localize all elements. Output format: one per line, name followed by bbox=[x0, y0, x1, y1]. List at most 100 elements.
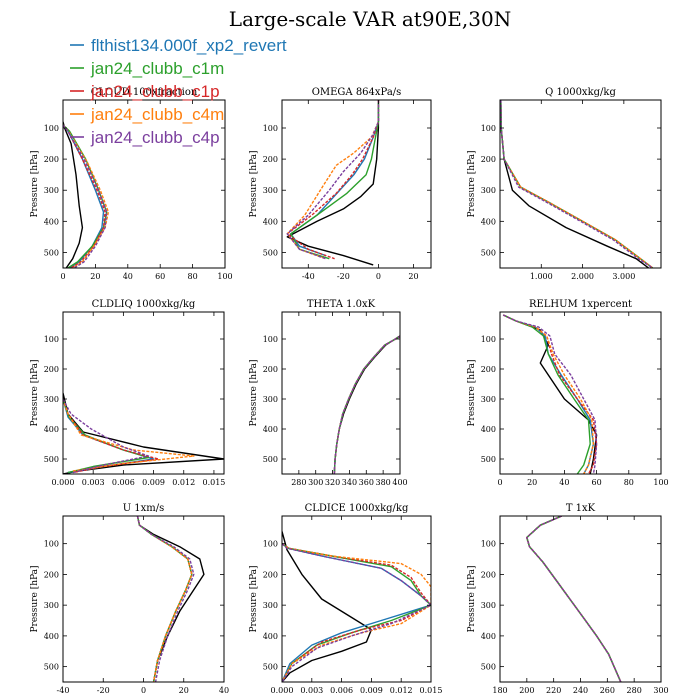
x-tick-label: -40 bbox=[57, 686, 70, 695]
y-tick-label: 400 bbox=[263, 632, 278, 641]
series-line-3 bbox=[286, 100, 380, 260]
series-line-5 bbox=[63, 124, 108, 268]
y-tick-label: 500 bbox=[481, 663, 496, 672]
y-axis-label: Pressure [hPa] bbox=[467, 565, 477, 632]
y-tick-label: 200 bbox=[263, 570, 278, 579]
series-line-5 bbox=[286, 100, 380, 260]
legend-label: jan24_clubb_c1p bbox=[90, 82, 220, 101]
x-tick-label: 0.003 bbox=[300, 686, 323, 695]
x-tick-label: 240 bbox=[573, 686, 588, 695]
series-line-4 bbox=[286, 100, 380, 260]
legend-label: jan24_clubb_c4m bbox=[90, 105, 224, 124]
y-tick-label: 300 bbox=[263, 395, 278, 404]
x-tick-label: 40 bbox=[559, 478, 569, 487]
x-tick-label: 100 bbox=[653, 478, 668, 487]
x-tick-label: 380 bbox=[376, 478, 391, 487]
y-tick-label: 500 bbox=[44, 663, 59, 672]
y-tick-label: 100 bbox=[263, 540, 278, 549]
series-line-4 bbox=[500, 100, 654, 268]
y-tick-label: 100 bbox=[44, 540, 59, 549]
x-tick-label: 0.003 bbox=[82, 478, 105, 487]
series-line-3 bbox=[526, 516, 622, 682]
series-line-5 bbox=[282, 543, 431, 682]
series-line-3 bbox=[63, 398, 160, 474]
x-tick-label: 20 bbox=[527, 478, 537, 487]
y-axis-label: Pressure [hPa] bbox=[249, 150, 259, 217]
x-tick-label: 20 bbox=[179, 686, 189, 695]
series-line-1 bbox=[333, 335, 400, 474]
x-tick-label: 0.006 bbox=[112, 478, 135, 487]
series-line-5 bbox=[63, 398, 150, 474]
panel-2: OMEGA 864xPa/s -40 -20 0 20 100 200 300 400 500 Pr… bbox=[249, 87, 432, 281]
x-tick-label: -20 bbox=[97, 686, 110, 695]
x-tick-label: 0.012 bbox=[390, 686, 413, 695]
x-tick-label: 0 bbox=[60, 272, 65, 281]
series-line-1 bbox=[500, 100, 654, 268]
plot-frame bbox=[62, 311, 225, 475]
plot-frame bbox=[281, 311, 401, 475]
plot-frame bbox=[499, 311, 662, 475]
series-line-3 bbox=[282, 543, 431, 682]
y-tick-label: 400 bbox=[481, 632, 496, 641]
x-tick-label: 0.000 bbox=[271, 686, 294, 695]
x-tick-label: 0.006 bbox=[330, 686, 353, 695]
y-tick-label: 200 bbox=[263, 155, 278, 164]
x-tick-label: 1.000 bbox=[530, 272, 553, 281]
series-line-4 bbox=[502, 314, 595, 474]
series-line-3 bbox=[500, 100, 654, 268]
series-line-4 bbox=[63, 124, 110, 268]
y-axis-label: Pressure [hPa] bbox=[30, 565, 40, 632]
x-tick-label: 300 bbox=[308, 478, 323, 487]
series-line-0 bbox=[502, 314, 598, 474]
y-tick-label: 300 bbox=[44, 601, 59, 610]
y-tick-label: 500 bbox=[44, 455, 59, 464]
x-tick-label: 60 bbox=[155, 272, 165, 281]
y-tick-label: 100 bbox=[44, 335, 59, 344]
x-tick-label: 200 bbox=[519, 686, 534, 695]
legend-item: flthist134.000f_xp2_revert bbox=[70, 36, 287, 55]
series-line-2 bbox=[526, 516, 622, 682]
series-line-1 bbox=[526, 516, 622, 682]
legend-label: flthist134.000f_xp2_revert bbox=[91, 36, 287, 55]
series-line-5 bbox=[136, 516, 195, 682]
y-tick-label: 400 bbox=[481, 425, 496, 434]
series-group bbox=[502, 314, 598, 474]
x-tick-label: 20 bbox=[408, 272, 418, 281]
y-tick-label: 500 bbox=[481, 455, 496, 464]
x-tick-label: 100 bbox=[217, 272, 232, 281]
x-tick-label: 300 bbox=[653, 686, 668, 695]
series-line-0 bbox=[286, 100, 380, 266]
x-tick-label: -20 bbox=[337, 272, 350, 281]
y-tick-label: 400 bbox=[481, 217, 496, 226]
series-group bbox=[500, 100, 654, 268]
panel-7: U 1xm/s -40 -20 0 20 40 100 200 300 400 500 Pressur… bbox=[30, 503, 229, 695]
panel-title: THETA 1.0xK bbox=[307, 299, 376, 310]
x-tick-label: 0.015 bbox=[420, 686, 443, 695]
x-tick-label: 0 bbox=[497, 478, 502, 487]
y-tick-label: 200 bbox=[481, 155, 496, 164]
x-tick-label: 0.015 bbox=[202, 478, 225, 487]
y-tick-label: 200 bbox=[44, 365, 59, 374]
x-tick-label: 3.000 bbox=[612, 272, 635, 281]
plot-frame bbox=[62, 99, 226, 269]
panel-title: OMEGA 864xPa/s bbox=[312, 87, 402, 98]
x-tick-label: 40 bbox=[123, 272, 133, 281]
series-line-4 bbox=[63, 398, 195, 472]
series-line-0 bbox=[63, 392, 224, 474]
x-tick-label: 0.009 bbox=[360, 686, 383, 695]
x-tick-label: 360 bbox=[359, 478, 374, 487]
series-line-2 bbox=[333, 335, 400, 474]
y-tick-label: 400 bbox=[44, 425, 59, 434]
series-line-1 bbox=[290, 100, 380, 257]
series-group bbox=[333, 335, 400, 474]
series-line-2 bbox=[500, 100, 654, 268]
panel-title: CLDICE 1000xkg/kg bbox=[305, 503, 409, 514]
y-tick-label: 400 bbox=[44, 217, 59, 226]
legend-item: jan24_clubb_c4m bbox=[70, 105, 224, 124]
y-tick-label: 300 bbox=[44, 395, 59, 404]
plot-frame bbox=[281, 515, 432, 683]
y-tick-label: 100 bbox=[481, 335, 496, 344]
y-tick-label: 300 bbox=[263, 601, 278, 610]
